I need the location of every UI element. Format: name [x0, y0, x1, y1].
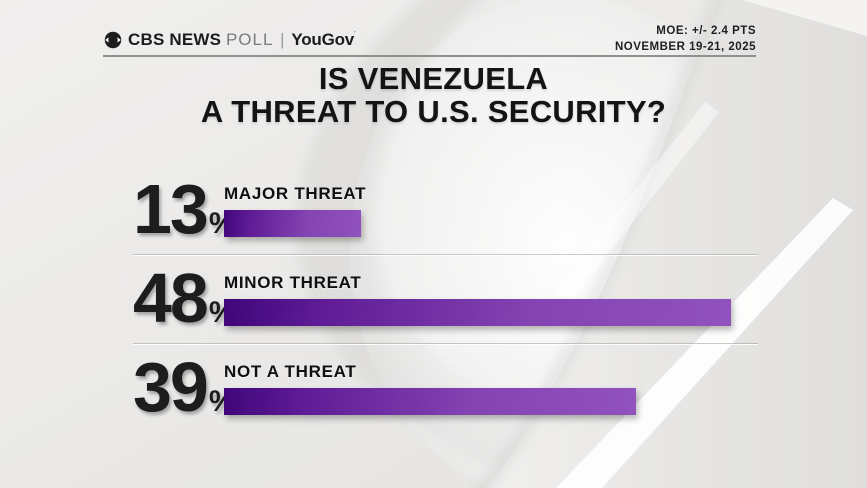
value-number: 48 [133, 259, 209, 338]
margin-of-error: MOE: +/- 2.4 PTS [656, 25, 756, 37]
field-dates: NOVEMBER 19-21, 2025 [614, 40, 756, 53]
chart-title: IS VENEZUELA A THREAT TO U.S. SECURITY? [0, 62, 867, 128]
value-number: 13 [133, 170, 209, 249]
poll-meta: MOE: +/- 2.4 PTS NOVEMBER 19-21, 2025 [615, 24, 756, 55]
header-rule [103, 55, 756, 57]
value-minor-threat: 48% [133, 263, 236, 333]
bar-label-major-threat: MAJOR THREAT [224, 184, 367, 203]
cbs-eye-icon [104, 31, 122, 49]
brand-cbs-news: CBS NEWS [128, 30, 222, 49]
bar-row-not-a-threat: 39% NOT A THREAT [133, 343, 758, 432]
bar-label-not-a-threat: NOT A THREAT [224, 362, 357, 381]
bar-group: NOT A THREAT [224, 362, 758, 415]
yougov-trademark-tick: ’ [354, 30, 356, 39]
brand-lockup: CBS NEWS POLL | YouGov’ [104, 30, 356, 50]
bar-chart: 13% MAJOR THREAT 48% MINOR THREAT 39% NO… [133, 165, 758, 432]
bar-major-threat [224, 210, 361, 237]
bar-group: MAJOR THREAT [224, 184, 758, 237]
bar-group: MINOR THREAT [224, 273, 758, 326]
bar-row-minor-threat: 48% MINOR THREAT [133, 254, 758, 343]
value-not-a-threat: 39% [133, 352, 236, 422]
bar-minor-threat [224, 299, 731, 326]
chart-title-line2: A THREAT TO U.S. SECURITY? [200, 94, 667, 130]
bar-row-major-threat: 13% MAJOR THREAT [133, 165, 758, 254]
brand-separator: | [280, 30, 285, 49]
brand-yougov: YouGov [291, 30, 355, 49]
value-major-threat: 13% [133, 174, 236, 244]
brand-poll: POLL [225, 30, 274, 49]
chart-title-line1: IS VENEZUELA [318, 61, 549, 96]
bar-label-minor-threat: MINOR THREAT [224, 273, 362, 292]
value-number: 39 [133, 348, 209, 427]
bar-not-a-threat [224, 388, 636, 415]
